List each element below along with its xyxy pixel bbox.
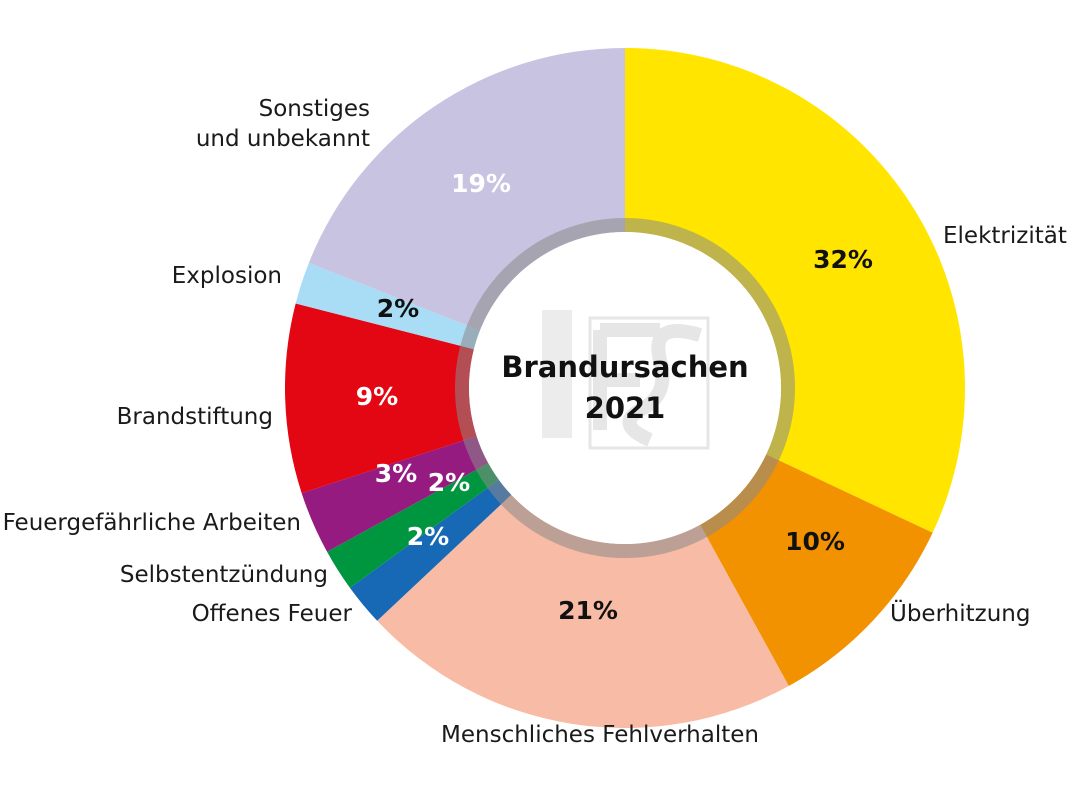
slice-offenes-feuer	[349, 479, 512, 621]
percent-label-ueberhitzung: 10%	[785, 527, 845, 556]
watermark-logo	[542, 310, 710, 450]
slice-sonstiges-und-unbekannt	[308, 48, 625, 331]
inner-ring	[455, 218, 795, 558]
percent-label-explosion: 2%	[377, 294, 419, 323]
percent-label-selbstentzuendung: 2%	[428, 468, 470, 497]
slice-menschliches-fehlverhalten	[377, 494, 789, 728]
slice-feuergefaehrliche-arbeiten	[301, 436, 489, 552]
category-label-menschliches-fehlverhalten: Menschliches Fehlverhalten	[441, 722, 759, 748]
category-label-ueberhitzung: Überhitzung	[890, 599, 1030, 627]
percent-label-offenes-feuer: 2%	[407, 522, 449, 551]
slice-ueberhitzung	[700, 454, 933, 686]
category-label-feuergefaehrliche-arbeiten: Feuergefährliche Arbeiten	[3, 510, 301, 536]
slice-selbstentzuendung	[327, 463, 499, 588]
category-label-brandstiftung: Brandstiftung	[117, 404, 273, 430]
category-label-explosion: Explosion	[172, 263, 282, 289]
percent-label-sonstiges-und-unbekannt: 19%	[451, 169, 511, 198]
percent-labels: 32% 10% 21% 2% 2% 3% 9% 2% 19%	[356, 169, 873, 625]
chart-center: Brandursachen 2021	[455, 218, 795, 558]
category-label-selbstentzuendung: Selbstentzündung	[120, 562, 328, 588]
slice-explosion	[295, 262, 480, 350]
slice-elektrizitaet	[625, 48, 965, 533]
percent-label-brandstiftung: 9%	[356, 382, 398, 411]
category-labels: Elektrizität Überhitzung Menschliches Fehl…	[3, 96, 1067, 748]
percent-label-feuergefaehrliche-arbeiten: 3%	[375, 459, 417, 488]
category-label-elektrizitaet: Elektrizität	[943, 223, 1067, 249]
percent-label-elektrizitaet: 32%	[813, 245, 873, 274]
category-label-sonstiges-und-unbekannt: Sonstiges und unbekannt	[196, 96, 370, 152]
category-label-offenes-feuer: Offenes Feuer	[192, 601, 353, 627]
percent-label-menschliches-fehlverhalten: 21%	[558, 596, 618, 625]
center-hole	[469, 232, 781, 544]
chart-title-year: 2021	[585, 391, 666, 425]
chart-title: Brandursachen	[501, 350, 748, 384]
chart-slices	[285, 48, 965, 728]
slice-brandstiftung	[285, 303, 477, 494]
